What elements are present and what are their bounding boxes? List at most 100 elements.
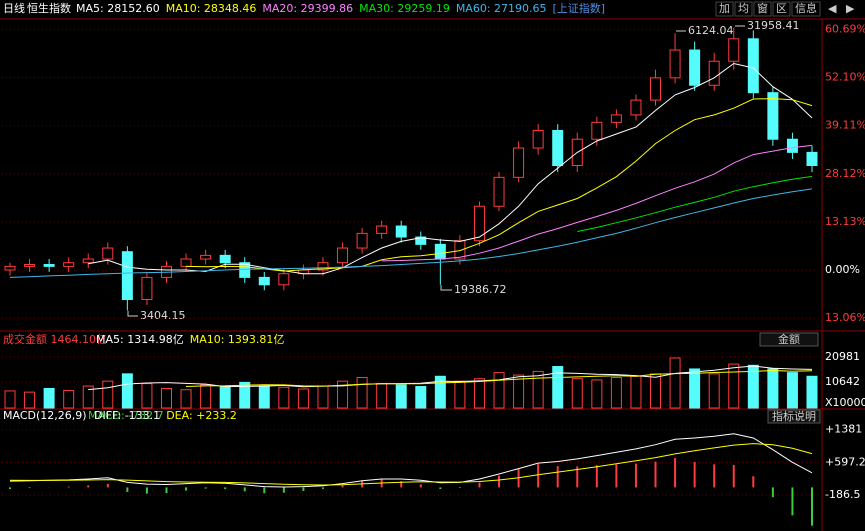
volume-bar [160, 387, 172, 409]
volume-bar [786, 372, 798, 409]
candle-body [337, 247, 349, 264]
volume-bar [43, 387, 55, 409]
volume-bar [591, 379, 603, 409]
index-name: 恒生指数 [27, 1, 71, 15]
y-tick-label: 13.06% [825, 311, 865, 324]
y-tick-label: 20981 [825, 350, 860, 363]
legend-entry: MA10: 1393.81亿 [190, 333, 285, 346]
ma-line [577, 175, 813, 232]
candle-body [219, 254, 231, 264]
candle-body [24, 264, 36, 267]
volume-bar [102, 380, 114, 409]
volume-bar [473, 378, 485, 409]
candle-body [4, 265, 16, 271]
button-frame[interactable] [772, 1, 791, 17]
candle-body [63, 262, 75, 267]
macd-line [9, 433, 813, 488]
candle-body [102, 247, 114, 260]
volume-ma-line [88, 365, 813, 391]
y-tick-label: 10642 [825, 375, 860, 388]
volume-bar [24, 391, 36, 409]
candle-body [747, 38, 759, 94]
ma-line [381, 144, 813, 262]
button[interactable] [767, 409, 821, 424]
volume-bar [630, 375, 642, 409]
candle-body [356, 232, 368, 249]
volume-bar [767, 368, 779, 409]
candle-body [591, 121, 603, 140]
volume-bar [513, 374, 525, 409]
macd-button[interactable]: 指标说明 [772, 409, 816, 423]
candle-body [610, 114, 622, 123]
volume-bar [376, 383, 388, 409]
volume-bar [493, 372, 505, 409]
candle-body [434, 243, 446, 260]
volume-bar [4, 390, 16, 409]
volume-bar [395, 384, 407, 409]
candle-body [650, 77, 662, 101]
compare-link[interactable]: [上证指数] [553, 1, 606, 15]
volume-ma-line [185, 369, 813, 387]
candle-body [278, 273, 290, 286]
candle-body [317, 262, 329, 271]
candle-body [708, 60, 720, 86]
toolbar-button[interactable]: 均 [738, 2, 749, 15]
volume-button[interactable]: 金额 [778, 332, 800, 346]
candle-body [630, 99, 642, 116]
volume-bar [141, 383, 153, 409]
candle-body [473, 205, 485, 242]
annotation: 6124.04 [688, 24, 734, 37]
volume-title: 成交金额 1464.10亿 [3, 332, 107, 346]
volume-bar [650, 373, 662, 409]
toolbar-button[interactable]: 加 [719, 2, 730, 15]
legend-entry: MA5: 28152.60 [76, 2, 160, 15]
legend-entry: MA5: 1314.98亿 [96, 333, 184, 346]
button[interactable] [759, 332, 819, 347]
volume-bar [180, 389, 192, 409]
candle-body [689, 49, 701, 86]
legend-entry: DIFF: -133.1 [94, 409, 160, 422]
toolbar-button[interactable]: 区 [776, 2, 787, 15]
candle-body [532, 129, 544, 149]
candle-body [454, 240, 466, 260]
button-frame[interactable] [715, 1, 734, 17]
legend-entry: MA10: 28348.46 [166, 2, 257, 15]
period[interactable]: 日线 [3, 1, 25, 15]
volume-bar [552, 366, 564, 409]
legend-entry: MACD: -732.7 [88, 409, 164, 422]
prev-arrow[interactable]: ◀ [828, 2, 837, 15]
candle-body [552, 129, 564, 167]
candle-body [200, 254, 212, 260]
y-tick-label: 28.12% [825, 167, 865, 180]
next-arrow[interactable]: ▶ [846, 2, 855, 15]
candle-body [376, 225, 388, 234]
candle-body [141, 276, 153, 301]
candle-body [493, 176, 505, 207]
candle-body [513, 147, 525, 178]
candle-body [180, 258, 192, 267]
candle-body [395, 225, 407, 238]
volume-bar [747, 364, 759, 409]
volume-bar [337, 380, 349, 409]
legend-entry: DEA: +233.2 [166, 409, 237, 422]
toolbar-button[interactable]: 窗 [757, 1, 768, 15]
candle-body [415, 236, 427, 245]
button-frame[interactable] [734, 1, 753, 17]
volume-bar [121, 373, 133, 409]
toolbar-button[interactable]: 信息 [795, 1, 817, 15]
volume-bar [317, 385, 329, 409]
y-tick-label: +1381 [825, 423, 862, 436]
volume-bar [434, 375, 446, 409]
volume-bar [806, 375, 818, 409]
volume-bar [82, 385, 94, 409]
legend-entry: MA20: 29399.86 [262, 2, 353, 15]
y-tick-label: +597.2 [825, 455, 865, 468]
volume-bar [200, 384, 212, 409]
button-frame[interactable] [753, 1, 772, 17]
legend-entry: MA60: 27190.65 [456, 2, 547, 15]
volume-bar [415, 386, 427, 409]
button-frame[interactable] [791, 1, 821, 17]
volume-bar [532, 370, 544, 409]
volume-bar [297, 388, 309, 409]
